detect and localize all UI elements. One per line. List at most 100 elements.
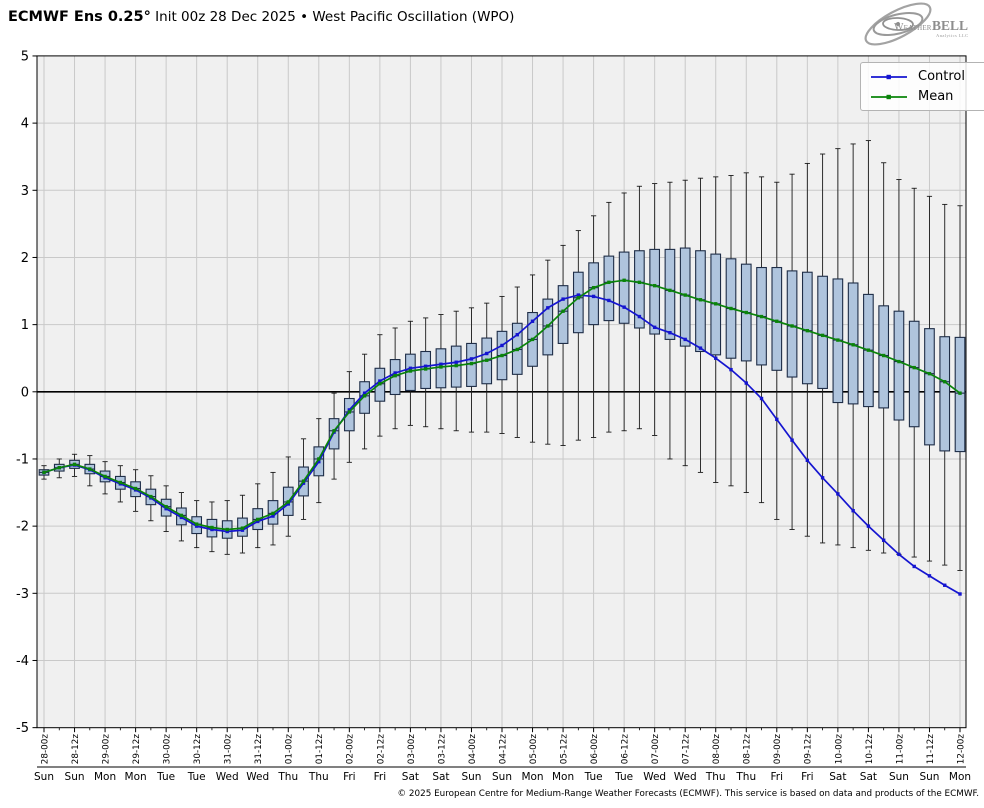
day-label: Wed bbox=[643, 771, 666, 783]
mean-marker bbox=[775, 319, 779, 323]
control-marker bbox=[194, 524, 199, 528]
control-marker bbox=[943, 583, 947, 587]
control-marker bbox=[179, 515, 184, 520]
ensemble-box bbox=[634, 250, 645, 329]
mean-marker bbox=[897, 359, 901, 364]
day-label: Fri bbox=[374, 771, 387, 783]
x-tick-label: 08-00z bbox=[712, 734, 722, 765]
day-label: Sun bbox=[889, 771, 909, 783]
mean-marker bbox=[469, 361, 474, 366]
mean-marker bbox=[485, 358, 489, 362]
day-label: Tue bbox=[584, 771, 603, 783]
mean-marker bbox=[622, 278, 626, 282]
mean-marker bbox=[347, 410, 352, 414]
control-marker bbox=[698, 346, 703, 350]
control-marker bbox=[927, 574, 932, 578]
control-marker bbox=[591, 294, 596, 299]
control-marker bbox=[301, 481, 306, 485]
mean-marker bbox=[637, 280, 642, 285]
mean-marker bbox=[454, 363, 458, 368]
day-label: Wed bbox=[216, 771, 239, 783]
day-label: Wed bbox=[674, 771, 697, 783]
x-tick-label: 05-00z bbox=[529, 734, 539, 765]
control-marker bbox=[683, 337, 687, 342]
ensemble-box bbox=[801, 271, 813, 385]
control-marker bbox=[225, 529, 229, 534]
day-label: Mon bbox=[552, 771, 574, 783]
mean-marker bbox=[805, 328, 810, 333]
y-tick-label: 2 bbox=[21, 251, 29, 266]
control-marker bbox=[347, 408, 352, 412]
weatherbell-logo: Weather BELL Analytics LLC bbox=[860, 1, 980, 49]
day-label: Sat bbox=[860, 771, 877, 783]
x-tick-label: 10-00z bbox=[834, 734, 844, 765]
chart-title: ECMWF Ens 0.25° Init 00z 28 Dec 2025 • W… bbox=[8, 6, 514, 25]
x-tick-label: 11-00z bbox=[895, 734, 905, 765]
control-marker bbox=[423, 364, 428, 368]
x-tick-label: 04-00z bbox=[468, 734, 478, 765]
day-label: Mon bbox=[125, 771, 147, 783]
mean-marker bbox=[958, 391, 962, 395]
y-tick-label: 4 bbox=[21, 117, 29, 132]
x-tick-label: 09-12z bbox=[804, 734, 814, 765]
day-label: Thu bbox=[277, 771, 298, 783]
chart-legend: Control Mean bbox=[860, 62, 984, 111]
mean-marker bbox=[286, 500, 290, 504]
control-marker bbox=[714, 356, 718, 360]
mean-marker bbox=[72, 462, 77, 467]
ensemble-box bbox=[618, 251, 630, 324]
x-tick-label: 02-00z bbox=[346, 734, 356, 765]
control-marker bbox=[820, 476, 825, 480]
x-tick-label: 30-00z bbox=[163, 734, 173, 765]
ensemble-box bbox=[817, 275, 828, 389]
x-tick-label: 05-12z bbox=[559, 734, 569, 765]
control-marker bbox=[469, 357, 474, 361]
y-tick-label: 3 bbox=[21, 184, 29, 199]
ensemble-box bbox=[939, 336, 951, 452]
day-label: Tue bbox=[156, 771, 175, 783]
mean-marker bbox=[744, 310, 748, 315]
day-label: Sun bbox=[34, 771, 54, 783]
control-marker bbox=[515, 333, 519, 337]
x-tick-label: 03-00z bbox=[407, 734, 417, 765]
day-label: Tue bbox=[614, 771, 633, 783]
mean-marker bbox=[164, 504, 168, 509]
mean-marker bbox=[561, 309, 565, 313]
y-tick-label: -1 bbox=[16, 452, 29, 467]
control-marker bbox=[729, 367, 733, 372]
mean-marker bbox=[194, 522, 199, 526]
mean-marker bbox=[88, 467, 92, 471]
x-tick-label: 08-12z bbox=[743, 734, 753, 765]
mean-marker bbox=[530, 337, 535, 342]
mean-marker bbox=[652, 283, 657, 288]
mean-marker bbox=[912, 365, 916, 370]
x-tick-label: 28-00z bbox=[40, 734, 50, 765]
ensemble-box bbox=[771, 266, 783, 371]
mean-marker bbox=[393, 373, 397, 378]
control-marker bbox=[866, 524, 871, 528]
day-label: Thu bbox=[735, 771, 756, 783]
ensemble-box bbox=[664, 248, 676, 340]
control-marker bbox=[652, 325, 657, 330]
hurricane-swirl-icon bbox=[864, 2, 932, 46]
copyright-footer: © 2025 European Centre for Medium-Range … bbox=[397, 789, 979, 799]
control-marker bbox=[378, 379, 382, 383]
mean-markers bbox=[42, 278, 962, 532]
x-tick-label: 29-12z bbox=[132, 734, 142, 765]
x-tick-label: 10-12z bbox=[865, 734, 875, 765]
control-marker bbox=[805, 458, 810, 463]
y-tick-label: 0 bbox=[21, 385, 29, 400]
mean-marker bbox=[820, 333, 825, 338]
mean-marker bbox=[546, 324, 550, 328]
ensemble-box bbox=[924, 328, 935, 446]
x-tick-label: 02-12z bbox=[376, 734, 386, 765]
control-marker bbox=[317, 459, 321, 464]
ensemble-box bbox=[649, 248, 661, 335]
x-tick-label: 06-00z bbox=[590, 734, 600, 765]
control-marker bbox=[668, 330, 672, 335]
x-tick-label: 30-12z bbox=[193, 734, 203, 765]
mean-marker bbox=[576, 296, 581, 300]
mean-marker bbox=[408, 369, 413, 373]
control-marker bbox=[485, 351, 489, 356]
mean-marker bbox=[332, 429, 336, 433]
